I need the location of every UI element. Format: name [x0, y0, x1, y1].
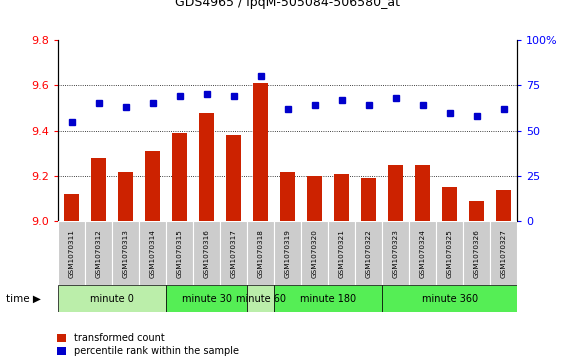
Text: GSM1070311: GSM1070311	[69, 229, 74, 278]
Bar	[112, 221, 139, 285]
Legend: transformed count, percentile rank within the sample: transformed count, percentile rank withi…	[57, 333, 239, 356]
Bar	[490, 221, 517, 285]
Bar	[85, 221, 112, 285]
Text: GSM1070313: GSM1070313	[123, 229, 128, 278]
Bar	[220, 221, 247, 285]
Bar	[166, 221, 193, 285]
Text: time ▶: time ▶	[6, 294, 41, 303]
Bar	[193, 221, 220, 285]
Bar	[91, 158, 106, 221]
Text: GSM1070314: GSM1070314	[149, 229, 156, 278]
Bar	[469, 201, 484, 221]
Text: minute 0: minute 0	[90, 294, 134, 303]
Text: GSM1070316: GSM1070316	[203, 229, 210, 278]
Bar	[382, 221, 409, 285]
Bar	[145, 151, 160, 221]
Bar	[226, 135, 241, 221]
Text: GSM1070320: GSM1070320	[311, 229, 318, 278]
Bar	[415, 165, 430, 221]
Text: GSM1070312: GSM1070312	[96, 229, 102, 278]
Bar	[280, 171, 295, 221]
Text: minute 30: minute 30	[182, 294, 232, 303]
Text: GSM1070319: GSM1070319	[285, 229, 290, 278]
Bar	[328, 221, 355, 285]
Bar	[388, 165, 403, 221]
Text: GDS4965 / lpqM-505084-506580_at: GDS4965 / lpqM-505084-506580_at	[175, 0, 400, 9]
Text: GSM1070321: GSM1070321	[339, 229, 345, 278]
Text: GSM1070317: GSM1070317	[231, 229, 236, 278]
Bar	[118, 171, 133, 221]
Text: GSM1070318: GSM1070318	[257, 229, 264, 278]
Bar	[442, 187, 457, 221]
Bar	[139, 221, 166, 285]
Bar	[274, 285, 382, 312]
Bar	[307, 176, 322, 221]
Bar	[247, 285, 274, 312]
Bar	[361, 178, 376, 221]
Text: GSM1070323: GSM1070323	[393, 229, 399, 278]
Bar	[247, 221, 274, 285]
Text: GSM1070324: GSM1070324	[419, 229, 426, 278]
Bar	[172, 133, 187, 221]
Bar	[253, 83, 268, 221]
Bar	[463, 221, 490, 285]
Text: GSM1070322: GSM1070322	[365, 229, 372, 278]
Text: GSM1070327: GSM1070327	[501, 229, 507, 278]
Bar	[496, 189, 511, 221]
Bar	[409, 221, 436, 285]
Bar	[301, 221, 328, 285]
Text: GSM1070325: GSM1070325	[447, 229, 453, 278]
Bar	[436, 221, 463, 285]
Text: GSM1070326: GSM1070326	[474, 229, 479, 278]
Text: minute 60: minute 60	[236, 294, 286, 303]
Text: minute 360: minute 360	[422, 294, 478, 303]
Bar	[274, 221, 301, 285]
Bar	[58, 285, 166, 312]
Bar	[64, 194, 79, 221]
Text: GSM1070315: GSM1070315	[177, 229, 182, 278]
Bar	[199, 113, 214, 221]
Bar	[334, 174, 349, 221]
Bar	[58, 221, 85, 285]
Bar	[166, 285, 247, 312]
Bar	[355, 221, 382, 285]
Text: minute 180: minute 180	[300, 294, 356, 303]
Bar	[382, 285, 517, 312]
